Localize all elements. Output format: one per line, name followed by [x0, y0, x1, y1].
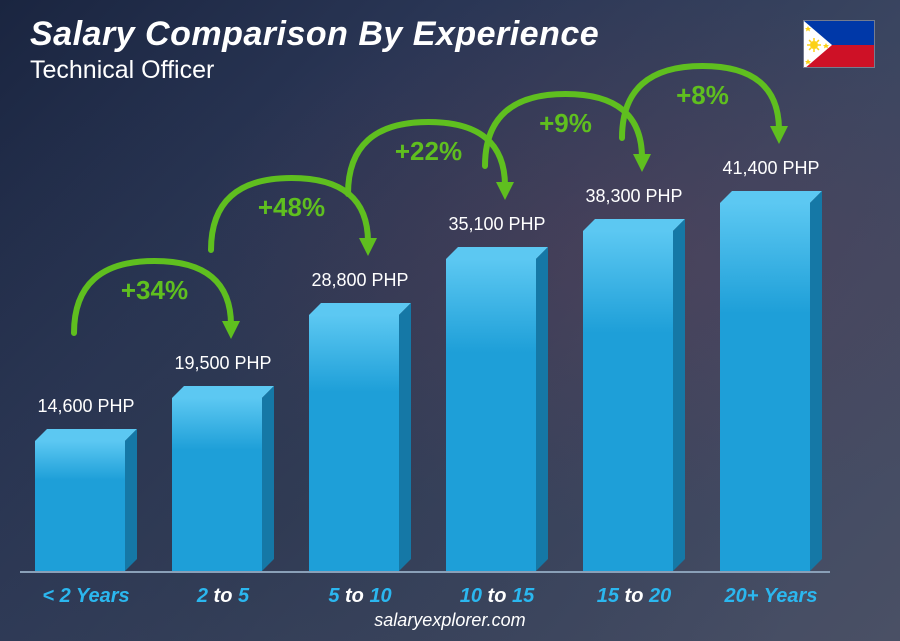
bar-value-label: 28,800 PHP [311, 270, 408, 291]
bar [720, 203, 822, 571]
x-axis-line [20, 571, 830, 573]
bar-value-label: 41,400 PHP [722, 158, 819, 179]
bar-value-label: 35,100 PHP [448, 214, 545, 235]
bar-group: 28,800 PHP5 to 10 [304, 171, 416, 571]
bar-value-label: 19,500 PHP [174, 353, 271, 374]
bar-group: 38,300 PHP15 to 20 [578, 171, 690, 571]
category-label: < 2 Years [42, 585, 129, 608]
bar [446, 259, 548, 571]
bar-chart: 14,600 PHP< 2 Years19,500 PHP2 to 528,80… [30, 111, 850, 571]
bar [583, 231, 685, 571]
chart-subtitle: Technical Officer [30, 56, 599, 85]
bar-group: 35,100 PHP10 to 15 [441, 171, 553, 571]
category-label: 5 to 10 [328, 585, 391, 608]
bar-group: 19,500 PHP2 to 5 [167, 171, 279, 571]
flag-icon [803, 20, 875, 68]
category-label: 10 to 15 [460, 585, 535, 608]
delta-label: +22% [395, 136, 462, 166]
footer-brand: salaryexplorer.com [0, 610, 900, 631]
bar-value-label: 14,600 PHP [37, 396, 134, 417]
chart-title: Salary Comparison By Experience [30, 15, 599, 54]
bar-group: 41,400 PHP20+ Years [715, 171, 827, 571]
bar-group: 14,600 PHP< 2 Years [30, 171, 142, 571]
delta-label: +8% [676, 80, 729, 110]
bar [35, 441, 137, 571]
bar-value-label: 38,300 PHP [585, 186, 682, 207]
category-label: 20+ Years [725, 585, 818, 608]
bar [309, 315, 411, 571]
bar [172, 398, 274, 571]
category-label: 15 to 20 [597, 585, 672, 608]
category-label: 2 to 5 [197, 585, 249, 608]
delta-label: +9% [539, 108, 592, 138]
